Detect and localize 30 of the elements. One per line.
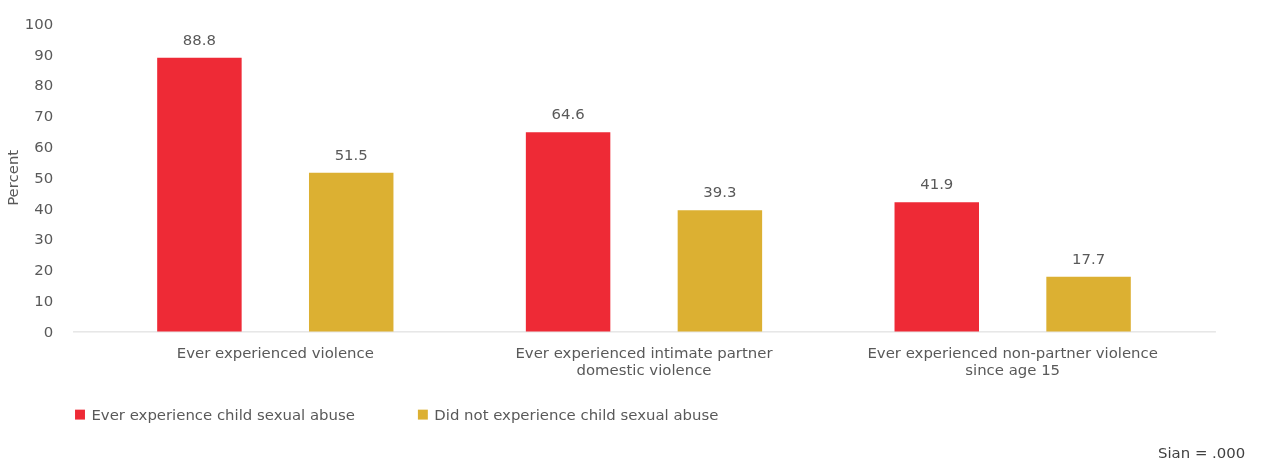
bar xyxy=(308,172,394,332)
bar xyxy=(1046,276,1131,332)
x-tick-label: Ever experienced violence xyxy=(176,343,374,362)
y-axis-title: Percent xyxy=(3,149,22,206)
y-tick-label: 0 xyxy=(43,322,54,341)
y-tick-label: 80 xyxy=(34,76,54,95)
bar xyxy=(677,210,763,332)
legend-label: Did not experience child sexual abuse xyxy=(434,405,719,424)
y-tick-label: 70 xyxy=(34,107,54,126)
x-tick-label: Ever experienced intimate partner domestic violence xyxy=(515,343,774,379)
data-label: 51.5 xyxy=(334,145,368,164)
data-label: 88.8 xyxy=(182,30,216,49)
data-label: 17.7 xyxy=(1071,249,1106,268)
y-tick-label: 100 xyxy=(24,14,54,33)
y-tick-label: 50 xyxy=(34,168,54,187)
y-tick-label: 60 xyxy=(34,138,54,157)
y-tick-label: 90 xyxy=(34,45,54,64)
data-label: 64.6 xyxy=(551,105,585,124)
y-tick-label: 30 xyxy=(34,230,54,249)
y-tick-label: 40 xyxy=(34,199,54,218)
data-label: 41.9 xyxy=(920,175,954,194)
bar xyxy=(525,132,611,332)
y-tick-label: 20 xyxy=(34,261,54,280)
y-tick-label: 10 xyxy=(34,292,54,311)
data-label: 39.3 xyxy=(703,183,737,202)
text: Sian = .000 xyxy=(1158,443,1246,462)
bar xyxy=(894,202,979,332)
bar xyxy=(157,57,242,332)
x-tick-label: Ever experienced non-partner violence since age 15 xyxy=(867,343,1158,379)
legend-label: Ever experience child sexual abuse xyxy=(91,405,355,424)
